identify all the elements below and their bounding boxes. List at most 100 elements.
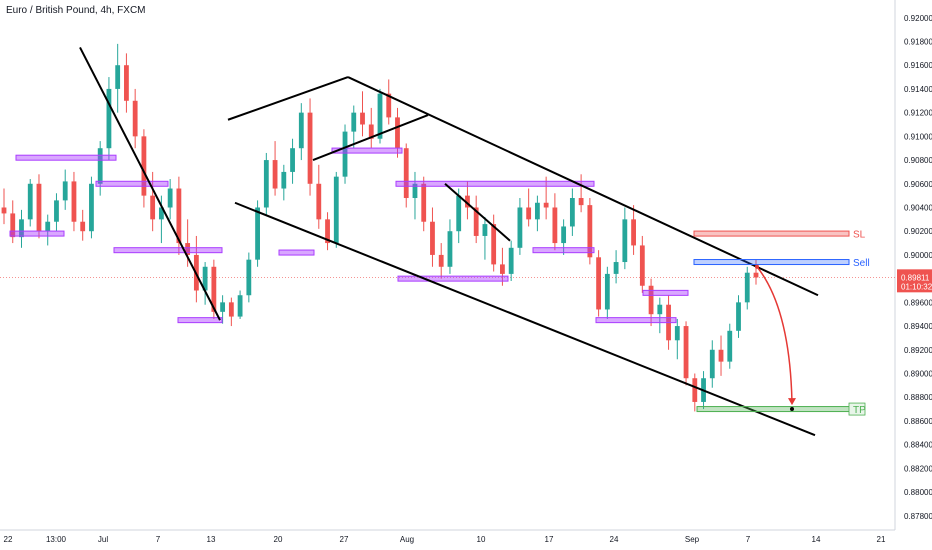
y-tick-label: 0.91200 <box>904 109 932 118</box>
trend-line <box>227 76 349 121</box>
y-tick-label: 0.90000 <box>904 251 932 260</box>
x-tick-label: 22 <box>4 535 13 544</box>
support-resistance-zone <box>9 230 65 237</box>
current-price-badge <box>897 269 932 293</box>
candle-body <box>412 183 418 199</box>
x-tick-label: 21 <box>877 535 886 544</box>
candle-body <box>62 181 68 201</box>
candle-body <box>281 171 287 189</box>
x-tick-label: 20 <box>274 535 283 544</box>
x-tick-label: 7 <box>156 535 161 544</box>
y-tick-label: 0.90600 <box>904 180 932 189</box>
zone-tp <box>696 406 853 413</box>
y-tick-label: 0.91400 <box>904 85 932 94</box>
support-resistance-zone <box>278 249 315 256</box>
zone-label-tp: TP <box>853 405 866 416</box>
zone-sell <box>693 259 850 266</box>
x-tick-label: 17 <box>545 535 554 544</box>
candle-body <box>648 285 654 315</box>
candle-body <box>604 273 610 310</box>
candle-body <box>115 65 121 89</box>
candle-body <box>150 195 156 220</box>
x-tick-label: 10 <box>477 535 486 544</box>
candle-body <box>237 295 243 317</box>
y-tick-label: 0.90400 <box>904 203 932 212</box>
candle-body <box>578 198 584 206</box>
y-tick-label: 0.88800 <box>904 393 932 402</box>
candle-body <box>500 264 505 274</box>
y-tick-label: 0.91600 <box>904 61 932 70</box>
candle-body <box>438 254 444 267</box>
candle-body <box>1 207 7 214</box>
trend-line <box>79 46 221 321</box>
candle-body <box>403 148 409 199</box>
candle-body <box>534 202 540 220</box>
x-tick-label: 27 <box>340 535 349 544</box>
candle-body <box>272 160 278 189</box>
support-resistance-zone <box>113 247 223 254</box>
x-tick-label: 24 <box>610 535 619 544</box>
candle-body <box>736 302 741 331</box>
projection-arrow <box>756 266 793 404</box>
y-tick-label: 0.90200 <box>904 227 932 236</box>
candle-body <box>368 124 374 139</box>
candle-body <box>89 183 94 232</box>
x-tick-label: Jul <box>98 535 108 544</box>
chart-title: Euro / British Pound, 4h, FXCM <box>6 5 146 16</box>
candle-body <box>307 112 313 184</box>
candle-body <box>255 207 260 260</box>
y-tick-label: 0.91800 <box>904 37 932 46</box>
candle-body <box>631 219 636 246</box>
y-tick-label: 0.92000 <box>904 14 932 23</box>
candle-body <box>27 183 33 220</box>
support-resistance-zone <box>532 247 595 254</box>
candle-body <box>473 207 479 236</box>
candle-body <box>674 326 680 341</box>
current-price-value: 0.89811 <box>901 273 930 282</box>
support-resistance-zone <box>15 154 117 161</box>
y-tick-label: 0.87800 <box>904 512 932 521</box>
candle-body <box>106 88 112 149</box>
zone-label-sell: Sell <box>853 258 870 269</box>
projection-start-dot <box>755 264 759 269</box>
candle-body <box>561 226 567 244</box>
support-resistance-zone <box>595 317 677 324</box>
candle-body <box>298 112 304 149</box>
candle-body <box>569 198 575 227</box>
candle-body <box>141 136 147 196</box>
projection-arrow-head <box>788 398 796 406</box>
candle-body <box>421 183 427 222</box>
candle-body <box>263 160 269 208</box>
candle-body <box>447 231 453 267</box>
candle-body <box>692 378 698 402</box>
zone-label-box <box>848 402 866 416</box>
y-tick-label: 0.88200 <box>904 464 932 473</box>
candle-body <box>290 148 295 172</box>
support-resistance-zone <box>95 180 169 187</box>
candle-body <box>316 183 322 220</box>
candle-body <box>465 195 470 208</box>
x-tick-label: 7 <box>746 535 751 544</box>
y-tick-label: 0.88000 <box>904 488 932 497</box>
candle-body <box>211 266 217 312</box>
candle-body <box>587 205 593 258</box>
candle-body <box>228 302 234 317</box>
y-tick-label: 0.91000 <box>904 132 932 141</box>
candle-body <box>360 112 365 125</box>
candle-body <box>10 213 16 238</box>
candle-body <box>386 93 392 118</box>
zone-sl <box>693 230 850 237</box>
y-tick-label: 0.89400 <box>904 322 932 331</box>
trend-line <box>234 201 816 437</box>
candle-body <box>508 247 514 274</box>
candle-body <box>683 326 689 379</box>
projection-end-dot <box>790 407 794 412</box>
candle-body <box>202 266 208 291</box>
candle-body <box>482 224 488 236</box>
candle-body <box>54 200 59 222</box>
candle-body <box>543 202 549 208</box>
candle-body <box>185 243 191 255</box>
support-resistance-zone <box>177 317 223 324</box>
current-price-countdown: 01:10:32 <box>901 282 932 291</box>
